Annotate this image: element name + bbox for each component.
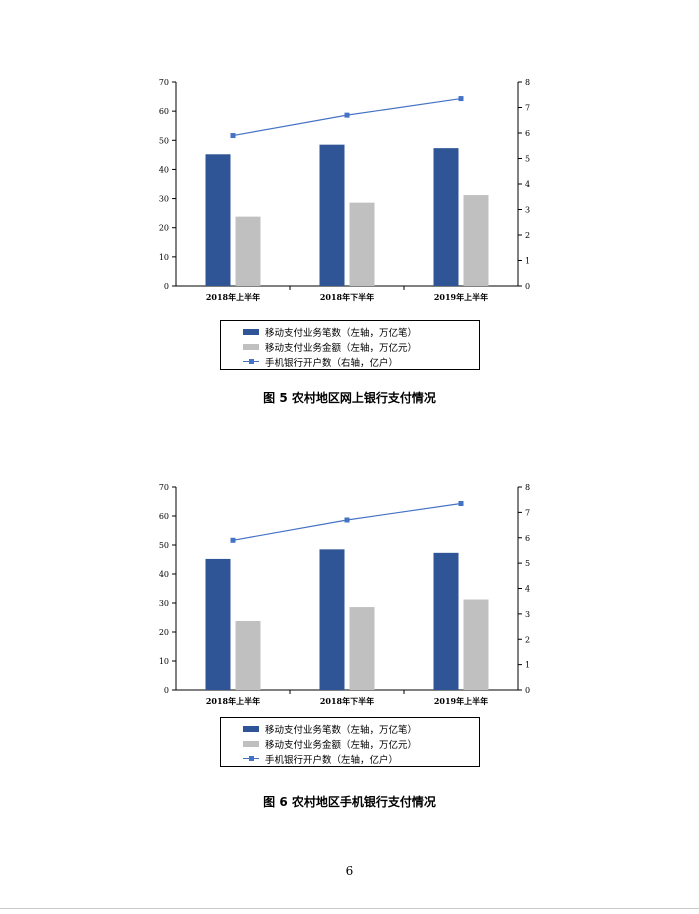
bar-series-2: [463, 599, 489, 690]
bar-series-1: [433, 148, 459, 286]
right-tick-label: 7: [525, 104, 530, 113]
right-tick-label: 4: [525, 180, 530, 189]
legend-label: 移动支付业务金额（左轴，万亿元）: [265, 739, 418, 751]
left-tick-label: 10: [159, 657, 169, 666]
right-tick-label: 2: [525, 231, 530, 240]
left-tick-label: 50: [159, 541, 169, 550]
legend-label: 移动支付业务笔数（左轴，万亿笔）: [265, 327, 418, 339]
chart-2-caption: 图 6 农村地区手机银行支付情况: [263, 795, 436, 809]
chart-2-legend: 移动支付业务笔数（左轴，万亿笔） 移动支付业务金额（左轴，万亿元） 手机银行开户…: [220, 717, 480, 767]
left-tick-label: 20: [159, 224, 169, 233]
legend-item-bar1: 移动支付业务笔数（左轴，万亿笔）: [243, 324, 479, 339]
left-tick-label: 50: [159, 136, 169, 145]
line-point: [458, 96, 464, 102]
bar-series-2: [235, 216, 261, 286]
legend-item-line: 手机银行开户数（右轴，亿户）: [243, 354, 479, 369]
bar-series-2: [235, 620, 261, 690]
bar-series-2: [463, 195, 489, 286]
left-tick-label: 70: [159, 483, 169, 492]
line-point: [230, 133, 236, 139]
bar-series-1: [205, 558, 231, 690]
legend-swatch-line-marker: [243, 358, 259, 365]
legend-item-line: 手机银行开户数（左轴，亿户）: [243, 751, 479, 766]
right-tick-label: 8: [525, 78, 530, 87]
legend-swatch-dark-blue: [243, 725, 259, 732]
left-tick-label: 30: [159, 195, 169, 204]
x-tick-label: 2018年上半年: [206, 696, 260, 706]
right-tick-label: 3: [525, 610, 530, 619]
left-tick-label: 70: [159, 78, 169, 87]
right-tick-label: 7: [525, 508, 530, 517]
bar-series-2: [349, 202, 375, 286]
bar-series-1: [319, 549, 345, 690]
left-tick-label: 0: [164, 282, 169, 291]
line-point: [458, 500, 464, 506]
legend-item-bar2: 移动支付业务金额（左轴，万亿元）: [243, 736, 479, 751]
x-tick-label: 2019年上半年: [434, 696, 488, 706]
right-tick-label: 2: [525, 635, 530, 644]
right-tick-label: 5: [525, 559, 530, 568]
legend-swatch-line-marker: [243, 755, 259, 762]
right-tick-label: 1: [525, 257, 530, 266]
legend-label: 移动支付业务金额（左轴，万亿元）: [265, 342, 418, 354]
bar-series-1: [205, 154, 231, 286]
left-tick-label: 20: [159, 628, 169, 637]
left-tick-label: 60: [159, 107, 169, 116]
left-tick-label: 40: [159, 570, 169, 579]
right-tick-label: 1: [525, 661, 530, 670]
left-tick-label: 40: [159, 165, 169, 174]
chart-1-caption: 图 5 农村地区网上银行支付情况: [263, 391, 436, 405]
line-point: [344, 112, 350, 118]
bar-series-1: [433, 552, 459, 690]
right-tick-label: 6: [525, 534, 530, 543]
right-tick-label: 6: [525, 129, 530, 138]
chart-1: [172, 81, 522, 290]
line-point: [344, 517, 350, 523]
right-tick-label: 5: [525, 155, 530, 164]
left-tick-label: 10: [159, 253, 169, 262]
x-tick-label: 2019年上半年: [434, 292, 488, 302]
legend-item-bar2: 移动支付业务金额（左轴，万亿元）: [243, 339, 479, 354]
bar-series-2: [349, 607, 375, 690]
x-tick-label: 2018年下半年: [320, 292, 374, 302]
right-tick-label: 3: [525, 206, 530, 215]
page-bottom-rule: [0, 908, 699, 909]
bar-series-1: [319, 144, 345, 286]
chart-2: [172, 486, 522, 694]
right-tick-label: 8: [525, 483, 530, 492]
legend-label: 移动支付业务笔数（左轴，万亿笔）: [265, 724, 418, 736]
chart-1-legend: 移动支付业务笔数（左轴，万亿笔） 移动支付业务金额（左轴，万亿元） 手机银行开户…: [220, 320, 480, 370]
right-tick-label: 4: [525, 585, 530, 594]
legend-label: 手机银行开户数（右轴，亿户）: [265, 357, 399, 369]
right-tick-label: 0: [525, 686, 530, 695]
right-tick-label: 0: [525, 282, 530, 291]
legend-swatch-dark-blue: [243, 328, 259, 335]
x-tick-label: 2018年下半年: [320, 696, 374, 706]
line-point: [230, 537, 236, 543]
left-tick-label: 30: [159, 599, 169, 608]
x-tick-label: 2018年上半年: [206, 292, 260, 302]
left-tick-label: 0: [164, 686, 169, 695]
legend-swatch-gray: [243, 343, 259, 350]
legend-item-bar1: 移动支付业务笔数（左轴，万亿笔）: [243, 721, 479, 736]
legend-swatch-gray: [243, 740, 259, 747]
legend-label: 手机银行开户数（左轴，亿户）: [265, 754, 399, 766]
page-number: 6: [345, 864, 354, 878]
left-tick-label: 60: [159, 512, 169, 521]
